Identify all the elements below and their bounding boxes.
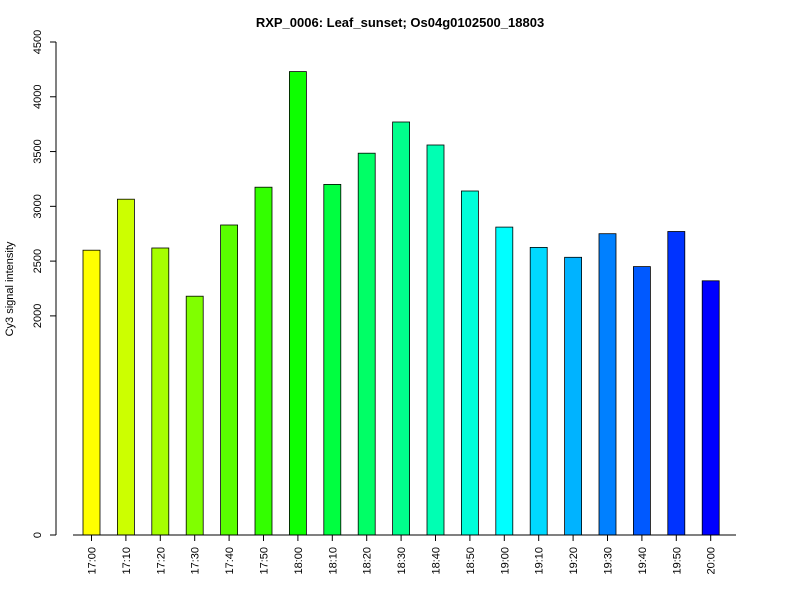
y-tick-label: 3000 <box>32 194 44 218</box>
y-axis-label: Cy3 signal intensity <box>4 241 16 336</box>
x-tick-label: 19:30 <box>603 547 615 575</box>
bar-1950 <box>667 231 686 536</box>
x-tick-label: 17:30 <box>190 547 202 575</box>
bar-1710 <box>117 198 135 536</box>
bar-1800 <box>288 71 307 536</box>
bars-layer <box>82 71 720 536</box>
bar-1740 <box>220 224 239 536</box>
bar-1830 <box>392 121 411 536</box>
x-tick-label: 18:00 <box>293 547 305 575</box>
bar-1820 <box>357 152 376 536</box>
x-tick-label: 19:20 <box>568 547 580 575</box>
x-tick-label: 19:40 <box>637 547 649 575</box>
x-tick-label: 19:10 <box>534 547 546 575</box>
x-tick-label: 17:10 <box>121 547 133 575</box>
bar-2000 <box>701 280 720 536</box>
y-tick-label: 3500 <box>32 139 44 163</box>
y-tick-label: 4000 <box>32 85 44 109</box>
bar-1750 <box>254 186 273 536</box>
bar-1910 <box>529 246 548 536</box>
bar-1920 <box>564 256 582 536</box>
x-tick-label: 18:10 <box>327 547 339 575</box>
x-tick-label: 18:50 <box>465 547 477 575</box>
bar-1720 <box>151 247 170 536</box>
y-axis: 0 2000 2500 3000 3500 4000 4500 <box>32 30 57 538</box>
chart-title: RXP_0006: Leaf_sunset; Os04g0102500_1880… <box>256 15 544 30</box>
x-tick-label: 19:50 <box>671 547 683 575</box>
x-tick-label: 17:50 <box>259 547 271 575</box>
x-tick-label: 17:20 <box>155 547 167 575</box>
bar-1840 <box>426 144 445 536</box>
x-tick-label: 18:20 <box>362 547 374 575</box>
bar-1850 <box>460 190 479 536</box>
bar-1900 <box>495 226 514 536</box>
y-tick-label: 4500 <box>32 30 44 54</box>
bar-1940 <box>633 266 651 536</box>
y-tick-label: 0 <box>32 532 44 538</box>
x-tick-label: 17:40 <box>224 547 236 575</box>
x-axis: 17:00 17:10 17:20 17:30 17:40 17:50 18:00 18:10… <box>73 534 736 575</box>
bar-1930 <box>598 233 617 536</box>
bar-1730 <box>185 295 204 536</box>
x-tick-label: 17:00 <box>87 547 99 575</box>
x-tick-label: 18:40 <box>431 547 443 575</box>
x-tick-label: 19:00 <box>499 547 511 575</box>
bar-1810 <box>323 183 342 536</box>
y-tick-label: 2500 <box>32 249 44 273</box>
x-tick-label: 18:30 <box>396 547 408 575</box>
y-tick-label: 2000 <box>32 304 44 328</box>
x-tick-label: 20:00 <box>706 547 718 575</box>
bar-1700 <box>82 249 101 536</box>
